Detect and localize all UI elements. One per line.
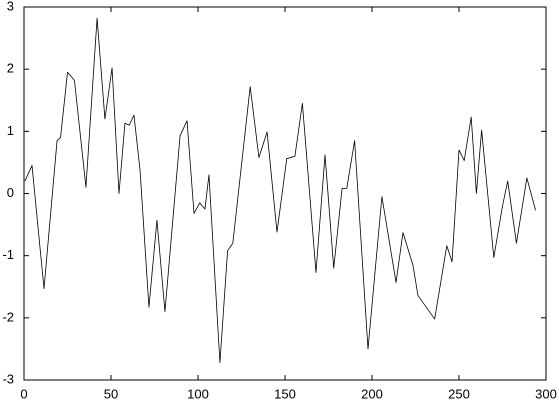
x-tick-label: 300 [535, 386, 557, 401]
x-tick-label: 200 [361, 386, 383, 401]
y-tick-label: 3 [7, 0, 14, 13]
x-tick-label: 150 [274, 386, 296, 401]
y-tick-label: -1 [2, 247, 14, 262]
y-tick-label: -3 [2, 371, 14, 386]
y-tick-label: -2 [2, 309, 14, 324]
x-tick-label: 50 [104, 386, 118, 401]
y-tick-label: 1 [7, 123, 14, 138]
x-tick-label: 250 [448, 386, 470, 401]
y-tick-label: 0 [7, 185, 14, 200]
y-tick-label: 2 [7, 61, 14, 76]
plot-frame [23, 6, 547, 381]
x-tick-label: 0 [20, 386, 27, 401]
x-tick-label: 100 [187, 386, 209, 401]
data-line [24, 17, 536, 363]
